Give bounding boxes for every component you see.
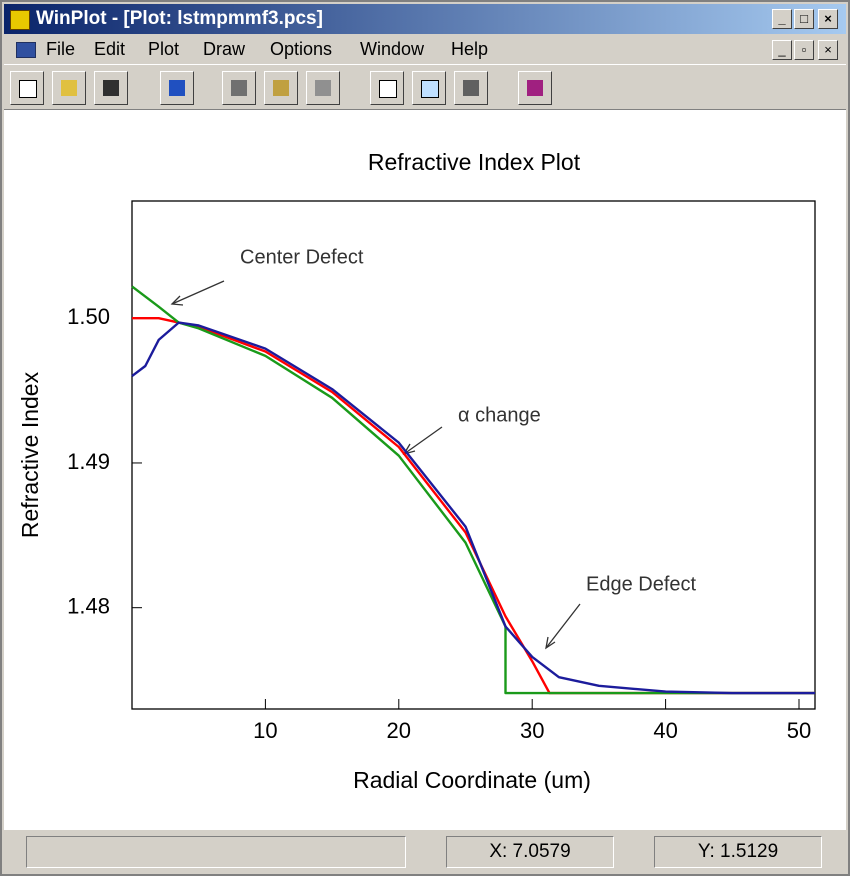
y-tick-label: 1.48 xyxy=(67,594,110,619)
window-title: WinPlot - [Plot: lstmpmmf3.pcs] xyxy=(36,8,323,29)
data-line xyxy=(131,321,815,695)
menu-item[interactable]: File xyxy=(46,39,76,59)
menu-item[interactable]: Plot xyxy=(148,39,180,59)
y-tick-label: 1.50 xyxy=(67,304,110,329)
y-tick-label: 1.49 xyxy=(67,449,110,474)
open-button[interactable] xyxy=(52,71,86,105)
x-tick-label: 50 xyxy=(787,718,811,743)
undo-button[interactable] xyxy=(160,71,194,105)
status-panel xyxy=(26,836,406,868)
annotation: Center Defect xyxy=(240,246,364,268)
chart-title: Refractive Index Plot xyxy=(368,149,581,175)
plot-button[interactable] xyxy=(412,71,446,105)
menu-item[interactable]: Edit xyxy=(94,39,126,59)
annotation: Edge Defect xyxy=(586,573,697,595)
cut-button[interactable] xyxy=(222,71,256,105)
menu-item[interactable]: Window xyxy=(360,39,425,59)
minimize-button[interactable]: _ xyxy=(772,9,792,29)
menu-item[interactable]: Draw xyxy=(203,39,246,59)
title-bar: WinPlot - [Plot: lstmpmmf3.pcs] _ □ × xyxy=(4,4,846,34)
copy-button[interactable] xyxy=(306,71,340,105)
redraw-button[interactable] xyxy=(454,71,488,105)
maximize-button[interactable]: □ xyxy=(794,9,814,29)
chart: Refractive Index Plot Radial Coordinate … xyxy=(17,149,816,793)
x-tick-label: 10 xyxy=(253,718,277,743)
doc-restore[interactable]: ▫ xyxy=(794,40,814,60)
status-y: Y: 1.5129 xyxy=(654,836,822,868)
plot-frame xyxy=(131,200,816,710)
app-icon xyxy=(10,10,30,30)
status-x: X: 7.0579 xyxy=(446,836,614,868)
menu-bar: File Edit Plot Draw Options Window Help … xyxy=(4,36,846,62)
menu-item[interactable]: Help xyxy=(451,39,489,59)
x-tick-label: 30 xyxy=(520,718,544,743)
toolbar xyxy=(4,64,846,110)
doc-minimize[interactable]: _ xyxy=(772,40,792,60)
y-axis-label: Refractive Index xyxy=(17,371,43,538)
paste-button[interactable] xyxy=(264,71,298,105)
close-button[interactable]: × xyxy=(818,9,838,29)
plot-area: Refractive Index Plot Radial Coordinate … xyxy=(4,110,846,830)
x-tick-label: 40 xyxy=(653,718,677,743)
book-button[interactable] xyxy=(518,71,552,105)
menu-item[interactable]: Options xyxy=(270,39,333,59)
data-line xyxy=(131,285,815,695)
data-line xyxy=(132,317,815,695)
annotation: α change xyxy=(458,404,541,426)
doc-icon xyxy=(16,42,36,58)
doc-close[interactable]: × xyxy=(818,40,838,60)
save-button[interactable] xyxy=(94,71,128,105)
x-axis-label: Radial Coordinate (um) xyxy=(353,767,591,793)
annotation-arrows xyxy=(170,280,581,650)
x-tick-label: 20 xyxy=(387,718,411,743)
new-button[interactable] xyxy=(10,71,44,105)
view-button[interactable] xyxy=(370,71,404,105)
